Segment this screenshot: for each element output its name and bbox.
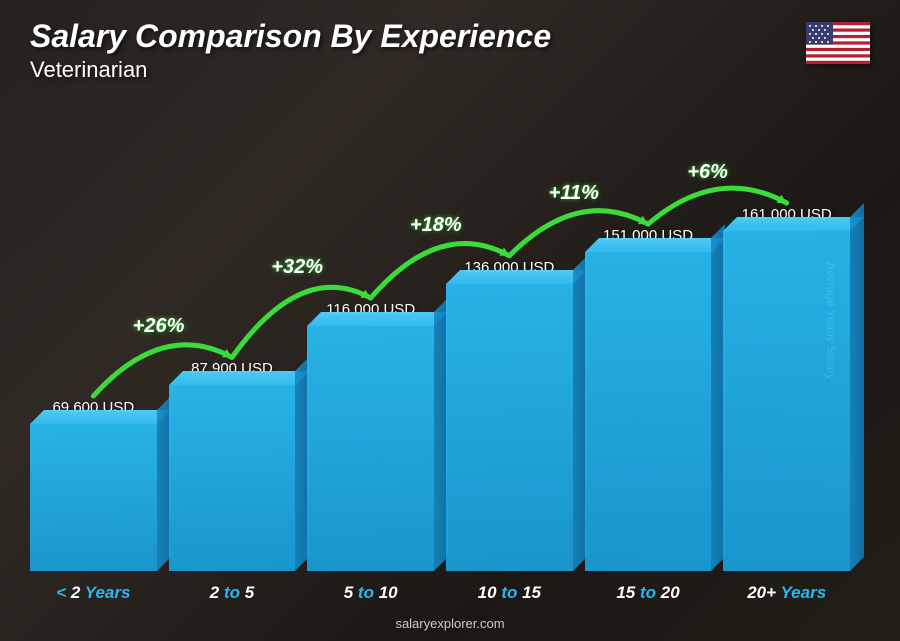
- x-axis-label: 20+ Years: [723, 583, 850, 603]
- us-flag-icon: [806, 22, 870, 64]
- bar: [30, 424, 157, 571]
- x-axis-label: 2 to 5: [169, 583, 296, 603]
- bar-slot: 87,900 USD: [169, 360, 296, 571]
- bar-slot: 69,600 USD: [30, 399, 157, 571]
- bar: [446, 284, 573, 571]
- bar-slot: 136,000 USD: [446, 259, 573, 571]
- source-attribution: salaryexplorer.com: [0, 616, 900, 631]
- title-block: Salary Comparison By Experience Veterina…: [30, 18, 551, 83]
- bar: [585, 252, 712, 571]
- bars-area: 69,600 USD87,900 USD116,000 USD136,000 U…: [30, 120, 850, 571]
- chart-title: Salary Comparison By Experience: [30, 18, 551, 55]
- infographic-container: Salary Comparison By Experience Veterina…: [0, 0, 900, 641]
- x-axis-labels: < 2 Years 2 to 5 5 to 10 10 to 15 15 to 20 20…: [30, 583, 850, 603]
- bar-slot: 161,000 USD: [723, 206, 850, 571]
- bar: [169, 385, 296, 571]
- chart-subtitle: Veterinarian: [30, 57, 551, 83]
- bar: [723, 231, 850, 571]
- x-axis-label: 10 to 15: [446, 583, 573, 603]
- bar: [307, 326, 434, 571]
- x-axis-label: 5 to 10: [307, 583, 434, 603]
- x-axis-label: 15 to 20: [585, 583, 712, 603]
- bar-slot: 116,000 USD: [307, 301, 434, 571]
- bar-slot: 151,000 USD: [585, 227, 712, 571]
- x-axis-label: < 2 Years: [30, 583, 157, 603]
